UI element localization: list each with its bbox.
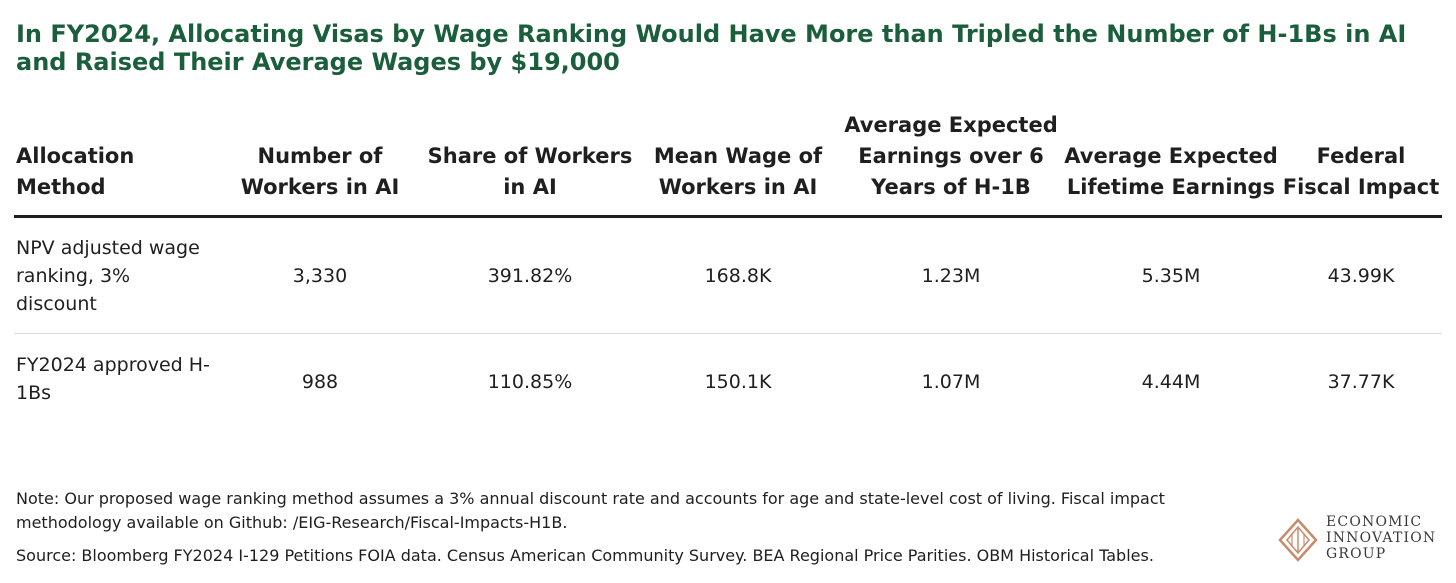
cell-allocation-method: FY2024 approved H-1Bs (16, 354, 210, 404)
cell-number-of-workers: 988 (301, 370, 339, 393)
table-header-row: Allocation Method Number of Workers in A… (14, 110, 1442, 218)
cell-share-of-workers: 391.82% (424, 216, 636, 334)
cell-allocation-method: NPV adjusted wage ranking, 3% discount (14, 216, 216, 334)
logo-line-1: ECONOMIC (1326, 514, 1423, 530)
source-note: Source: Bloomberg FY2024 I-129 Petitions… (16, 546, 1154, 565)
cell-mean-wage: 150.1K (704, 370, 772, 393)
footnote: Note: Our proposed wage ranking method a… (16, 489, 1165, 532)
header-allocation-method: Allocation Method (14, 110, 216, 218)
cell-number-of-workers: 3,330 (216, 216, 424, 334)
cell-mean-wage: 168.8K (636, 216, 840, 334)
header-fiscal-impact: Federal Fiscal Impact (1280, 110, 1442, 218)
logo-line-3: GROUP (1326, 546, 1387, 562)
header-number-of-workers: Number of Workers in AI (216, 110, 424, 218)
cell-expected-earnings-6yr: 1.23M (840, 216, 1062, 334)
header-expected-earnings-6yr: Average Expected Earnings over 6 Years o… (840, 110, 1062, 218)
cell-expected-earnings-6yr: 1.07M (921, 370, 981, 393)
cell-share-of-workers: 110.85% (487, 370, 573, 393)
eig-logo: ECONOMIC INNOVATION GROUP (1278, 514, 1448, 576)
data-table: Allocation Method Number of Workers in A… (14, 110, 1442, 429)
cell-lifetime-earnings: 4.44M (1141, 370, 1201, 393)
chart-title: In FY2024, Allocating Visas by Wage Rank… (16, 20, 1407, 76)
header-share-of-workers: Share of Workers in AI (424, 110, 636, 218)
header-lifetime-earnings: Average Expected Lifetime Earnings (1062, 110, 1280, 218)
cell-fiscal-impact: 43.99K (1280, 216, 1442, 334)
table-row: NPV adjusted wage ranking, 3% discount 3… (14, 216, 1442, 334)
table-row: FY2024 approved H-1Bs 988 110.85% 150.1K… (14, 334, 1442, 430)
logo-line-2: INNOVATION (1326, 530, 1437, 546)
diamond-logo-icon (1278, 518, 1318, 562)
cell-lifetime-earnings: 5.35M (1062, 216, 1280, 334)
header-mean-wage: Mean Wage of Workers in AI (636, 110, 840, 218)
cell-fiscal-impact: 37.77K (1327, 370, 1395, 393)
logo-wordmark: ECONOMIC INNOVATION GROUP (1326, 514, 1436, 562)
